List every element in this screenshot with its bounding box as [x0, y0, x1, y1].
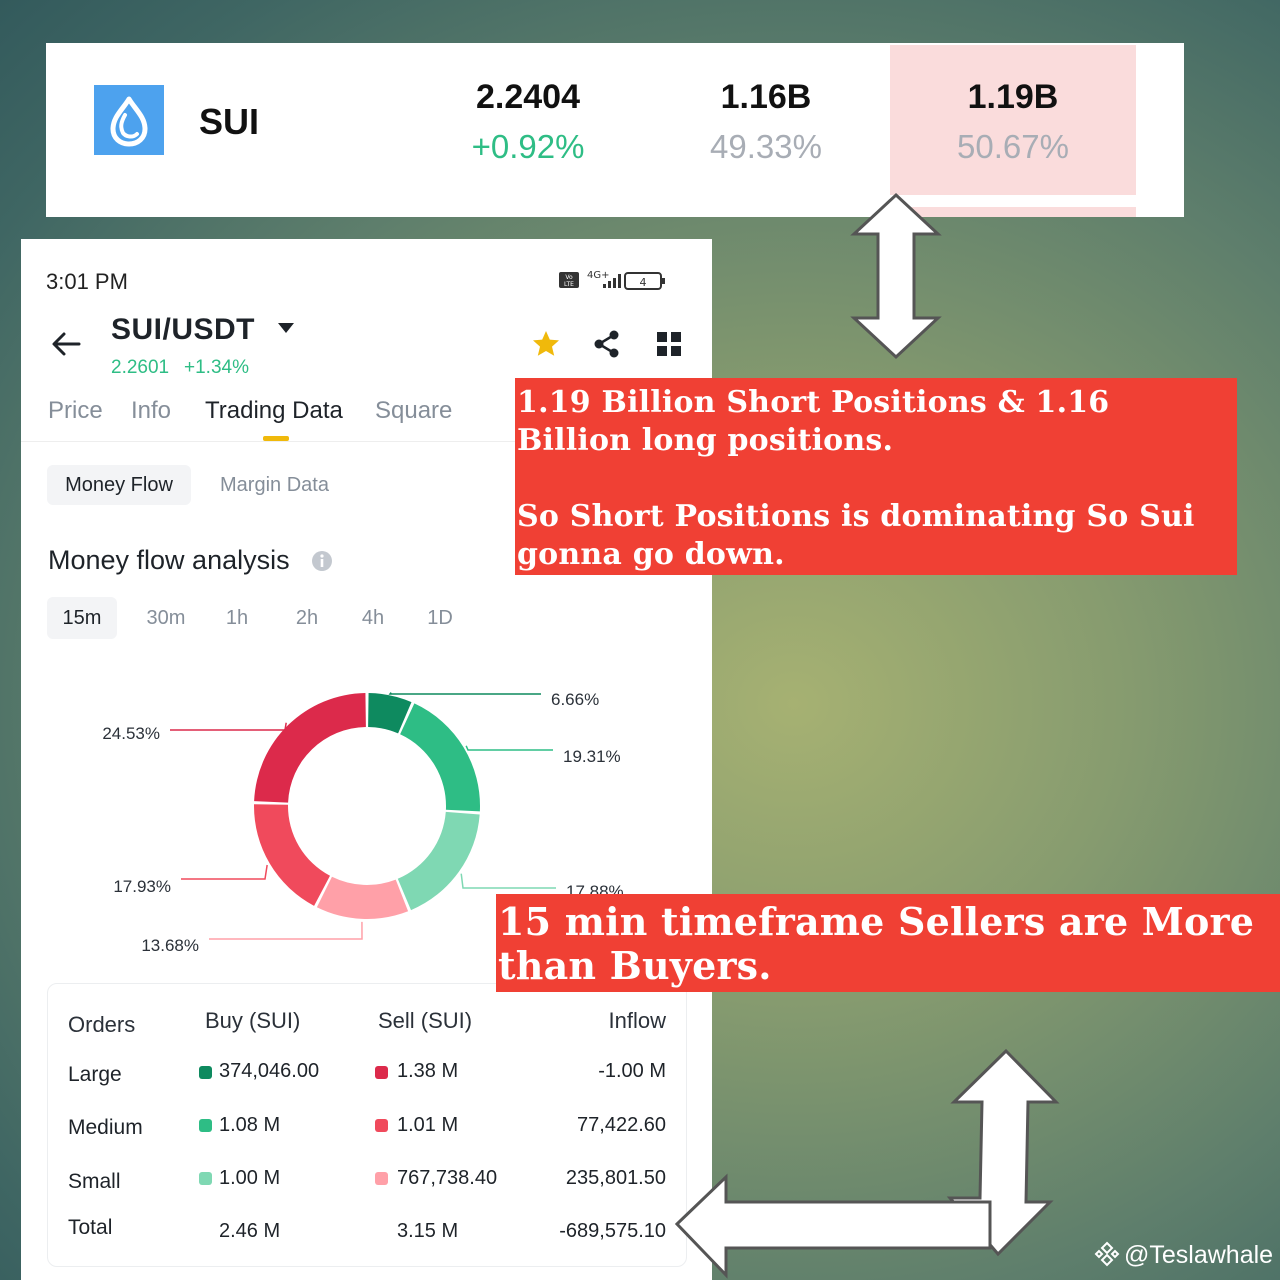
sell-medium: 1.01 M [397, 1114, 459, 1136]
donut-leader-line-1 [388, 692, 541, 695]
timeframe-1h[interactable]: 1h [225, 607, 249, 629]
header-sell: Sell (SUI) [378, 1008, 473, 1033]
donut-slice-3 [397, 811, 480, 911]
arrow-horizontal-icon [674, 1173, 992, 1279]
tab-price[interactable]: Price [48, 397, 103, 424]
short-highlight-bar [890, 207, 1136, 217]
inflow-total: -689,575.10 [559, 1220, 666, 1242]
donut-label-1: 6.66% [551, 690, 599, 709]
row-label-total: Total [68, 1216, 113, 1239]
binance-logo-icon [1094, 1241, 1120, 1267]
network-type: 4G+ [587, 270, 610, 281]
annotation-timeframe: 15 min timeframe Sellers are More than B… [496, 894, 1280, 992]
pair-price: 2.2601 [111, 357, 170, 378]
tab-trading-data[interactable]: Trading Data [205, 397, 343, 424]
donut-slice-6 [254, 693, 366, 803]
row-label-medium: Medium [68, 1116, 143, 1139]
money-flow-donut-chart: 6.66%19.31%17.88%13.68%17.93%24.53% [102, 690, 623, 955]
donut-slice-2 [400, 703, 480, 812]
share-icon[interactable] [593, 329, 621, 359]
donut-label-6: 24.53% [102, 724, 160, 743]
header-inflow: Inflow [608, 1008, 666, 1033]
annotation-positions: 1.19 Billion Short Positions & 1.16 Bill… [515, 378, 1237, 575]
buy-large-swatch [199, 1066, 212, 1079]
header-orders: Orders [68, 1012, 136, 1037]
price-value: 2.2404 [476, 78, 580, 116]
sell-large-swatch [375, 1066, 388, 1079]
orders-table: Orders Buy (SUI) Sell (SUI) Inflow Large… [47, 983, 687, 1267]
long-positions-pct: 49.33% [710, 128, 822, 165]
inflow-small: 235,801.50 [565, 1167, 666, 1189]
back-arrow-icon[interactable] [49, 329, 83, 359]
volte-badge-bottom: LTE [564, 281, 574, 288]
sell-medium-swatch [375, 1119, 388, 1132]
row-label-small: Small [68, 1170, 121, 1193]
timeframe-4h[interactable]: 4h [361, 607, 385, 629]
watermark-handle: @Teslawhale [1124, 1241, 1274, 1269]
donut-slice-1 [368, 693, 412, 734]
double-arrow-vertical-top-icon [850, 192, 942, 360]
sell-large: 1.38 M [397, 1060, 459, 1082]
buy-medium: 1.08 M [219, 1114, 281, 1136]
donut-label-2: 19.31% [563, 747, 621, 766]
inflow-medium: 77,422.60 [577, 1114, 666, 1136]
timeframe-1d[interactable]: 1D [427, 607, 453, 629]
star-icon[interactable] [531, 329, 561, 359]
tab-info[interactable]: Info [131, 397, 172, 424]
buy-large: 374,046.00 [219, 1060, 320, 1082]
timeframe-30m[interactable]: 30m [146, 607, 186, 629]
caret-down-icon[interactable] [277, 321, 295, 335]
donut-leader-line-4 [209, 921, 363, 940]
buy-small: 1.00 M [219, 1167, 281, 1189]
donut-label-4: 13.68% [141, 936, 199, 955]
annotation-positions-line2: So Short Positions is dominating So Sui … [517, 499, 1195, 572]
donut-slice-5 [254, 804, 330, 906]
tab-square[interactable]: Square [375, 397, 453, 424]
pair-change: +1.34% [184, 357, 249, 378]
grid-icon[interactable] [657, 332, 681, 356]
donut-leader-line-5 [181, 864, 268, 880]
sell-small-swatch [375, 1172, 388, 1185]
donut-slice-4 [316, 876, 409, 919]
short-positions-pct: 50.67% [957, 128, 1069, 165]
short-positions-value: 1.19B [967, 78, 1059, 116]
buy-small-swatch [199, 1172, 212, 1185]
watermark: @Teslawhale [1094, 1241, 1273, 1270]
timeframe-2h[interactable]: 2h [295, 607, 319, 629]
coin-symbol: SUI [199, 101, 260, 142]
market-summary-strip: SUI 2.2404 +0.92% 1.16B 49.33% 1.19B 50.… [46, 43, 1184, 217]
status-time: 3:01 PM [46, 269, 128, 294]
battery-level: 4 [640, 276, 647, 289]
sui-logo-icon [94, 85, 164, 155]
price-change: +0.92% [471, 128, 585, 165]
section-title: Money flow analysis [48, 545, 290, 575]
subtab-money-flow[interactable]: Money Flow [47, 465, 191, 505]
active-tab-indicator [263, 436, 289, 441]
volte-badge-top: Vo [565, 274, 573, 281]
status-bar-icons: Vo LTE 4G+ 4 [559, 267, 689, 293]
annotation-positions-line1: 1.19 Billion Short Positions & 1.16 Bill… [517, 385, 1110, 458]
pair-title[interactable]: SUI/USDT [111, 313, 256, 346]
buy-total: 2.46 M [219, 1220, 281, 1242]
sell-small: 767,738.40 [397, 1167, 498, 1189]
donut-leader-line-6 [170, 722, 287, 731]
subtab-margin-data[interactable]: Margin Data [220, 474, 329, 496]
timeframe-15m[interactable]: 15m [47, 597, 117, 639]
buy-medium-swatch [199, 1119, 212, 1132]
row-label-large: Large [68, 1063, 122, 1086]
header-buy: Buy (SUI) [205, 1008, 301, 1033]
inflow-large: -1.00 M [598, 1060, 666, 1082]
donut-leader-line-2 [465, 745, 553, 751]
donut-leader-line-3 [460, 873, 556, 889]
short-highlight-box [890, 45, 1136, 195]
donut-label-5: 17.93% [113, 877, 171, 896]
tabs-divider [21, 441, 712, 442]
sell-total: 3.15 M [397, 1220, 459, 1242]
info-icon[interactable] [311, 550, 333, 572]
long-positions-value: 1.16B [720, 78, 812, 116]
